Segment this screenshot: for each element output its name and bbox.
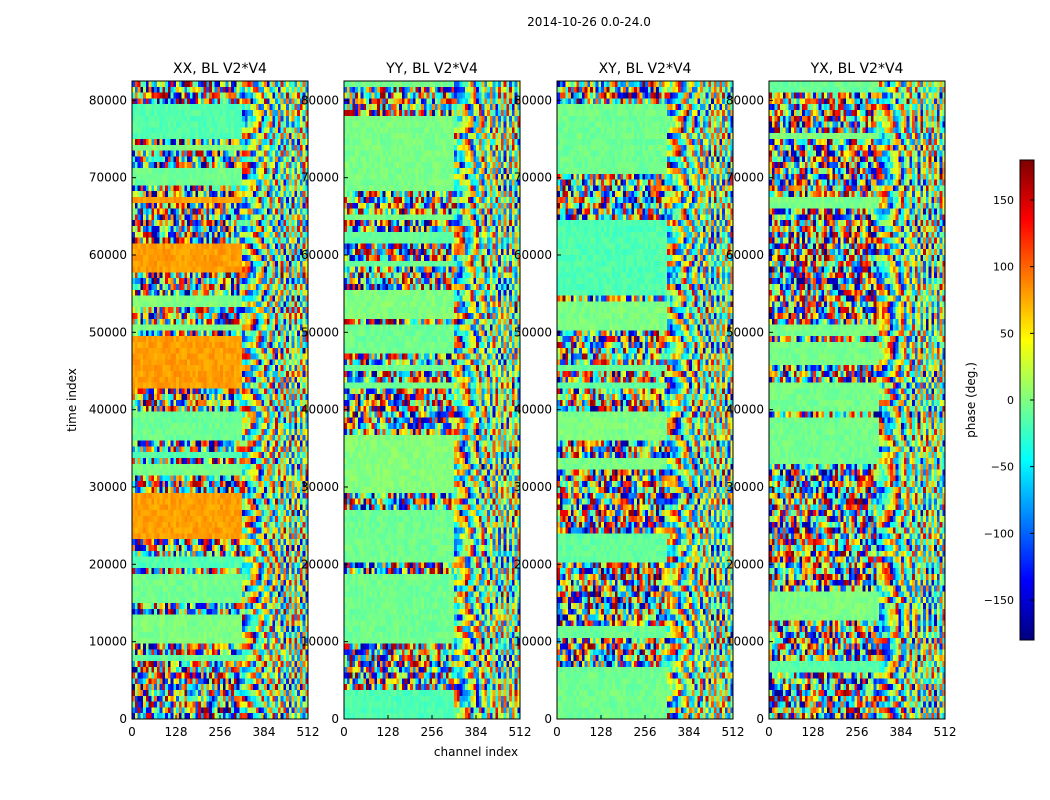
panel-xy: XY, BL V2*V4 0 128 256 384 512 0 10000 20000 3000…: [514, 61, 745, 739]
x-tick-label: 256: [421, 725, 444, 739]
colorbar-tick-label: 0: [1007, 394, 1014, 407]
y-tick-label: 50000: [726, 325, 764, 339]
heatmap-image: [557, 81, 733, 719]
x-tick-label: 512: [722, 725, 745, 739]
x-tick-label: 512: [297, 725, 320, 739]
x-axis-label: channel index: [434, 745, 518, 759]
x-tick-label: 0: [340, 725, 348, 739]
y-tick-label: 0: [544, 712, 552, 726]
y-tick-label: 70000: [514, 171, 552, 185]
y-tick-label: 50000: [514, 325, 552, 339]
y-tick-label: 0: [331, 712, 339, 726]
panel-title: YX, BL V2*V4: [810, 61, 904, 77]
x-tick-label: 384: [678, 725, 701, 739]
colorbar-tick-label: −100: [984, 527, 1014, 540]
y-tick-label: 20000: [301, 557, 339, 571]
x-tick-label: 512: [509, 725, 532, 739]
y-tick-label: 80000: [301, 93, 339, 107]
x-tick-label: 128: [377, 725, 400, 739]
y-tick-label: 40000: [514, 403, 552, 417]
x-tick-label: 256: [634, 725, 657, 739]
y-tick-label: 20000: [89, 557, 127, 571]
colorbar: −150 −100 −50 0 50 100 150 phase (deg.): [964, 159, 1035, 641]
y-tick-label: 50000: [301, 325, 339, 339]
y-tick-label: 30000: [301, 480, 339, 494]
x-tick-label: 128: [590, 725, 613, 739]
y-tick-label: 80000: [514, 93, 552, 107]
panel-yy: YY, BL V2*V4 0 128 256 384 512 0 10000 20000 3000…: [301, 61, 532, 739]
x-tick-label: 0: [765, 725, 773, 739]
y-tick-label: 0: [756, 712, 764, 726]
x-tick-label: 384: [465, 725, 488, 739]
heatmap-image: [132, 81, 308, 719]
x-tick-label: 512: [934, 725, 957, 739]
y-tick-label: 40000: [726, 403, 764, 417]
y-tick-label: 10000: [514, 635, 552, 649]
colorbar-tick-label: 50: [1000, 327, 1014, 340]
y-tick-label: 60000: [514, 248, 552, 262]
y-tick-label: 30000: [514, 480, 552, 494]
heatmap-image: [769, 81, 945, 719]
colorbar-tick-label: 100: [993, 261, 1014, 274]
heatmap-image: [344, 81, 520, 719]
y-tick-label: 70000: [726, 171, 764, 185]
colorbar-ticks: −150 −100 −50 0 50 100 150: [984, 194, 1034, 607]
y-axis-label: time index: [65, 368, 79, 432]
y-tick-label: 30000: [726, 480, 764, 494]
y-tick-label: 70000: [301, 171, 339, 185]
x-tick-label: 256: [846, 725, 869, 739]
y-tick-label: 60000: [726, 248, 764, 262]
x-tick-label: 128: [165, 725, 188, 739]
x-tick-label: 384: [253, 725, 276, 739]
x-tick-label: 0: [128, 725, 136, 739]
y-tick-label: 50000: [89, 325, 127, 339]
y-tick-label: 0: [119, 712, 127, 726]
y-tick-label: 60000: [301, 248, 339, 262]
colorbar-tick-label: 150: [993, 194, 1014, 207]
colorbar-label: phase (deg.): [964, 362, 978, 438]
y-tick-label: 10000: [89, 635, 127, 649]
x-tick-label: 256: [209, 725, 232, 739]
panel-title: XX, BL V2*V4: [173, 61, 267, 77]
colorbar-tick-label: −150: [984, 594, 1014, 607]
panel-title: XY, BL V2*V4: [599, 61, 692, 77]
y-tick-label: 10000: [301, 635, 339, 649]
panels-group: XX, BL V2*V4 0 128 256 384 512 0 10000 20000 3000…: [89, 61, 957, 739]
y-tick-label: 70000: [89, 171, 127, 185]
figure-title: 2014-10-26 0.0-24.0: [527, 15, 651, 29]
y-tick-label: 80000: [89, 93, 127, 107]
y-tick-label: 30000: [89, 480, 127, 494]
x-tick-label: 0: [553, 725, 561, 739]
y-tick-label: 20000: [514, 557, 552, 571]
panel-title: YY, BL V2*V4: [385, 61, 478, 77]
y-tick-label: 40000: [301, 403, 339, 417]
x-tick-label: 128: [802, 725, 825, 739]
y-tick-label: 40000: [89, 403, 127, 417]
colorbar-tick-label: −50: [991, 461, 1014, 474]
y-tick-label: 20000: [726, 557, 764, 571]
panel-yx: YX, BL V2*V4 0 128 256 384 512 0 10000 20000 3000…: [726, 61, 957, 739]
panel-xx: XX, BL V2*V4 0 128 256 384 512 0 10000 20000 3000…: [89, 61, 320, 739]
y-tick-label: 10000: [726, 635, 764, 649]
y-tick-label: 80000: [726, 93, 764, 107]
y-tick-label: 60000: [89, 248, 127, 262]
x-tick-label: 384: [890, 725, 913, 739]
